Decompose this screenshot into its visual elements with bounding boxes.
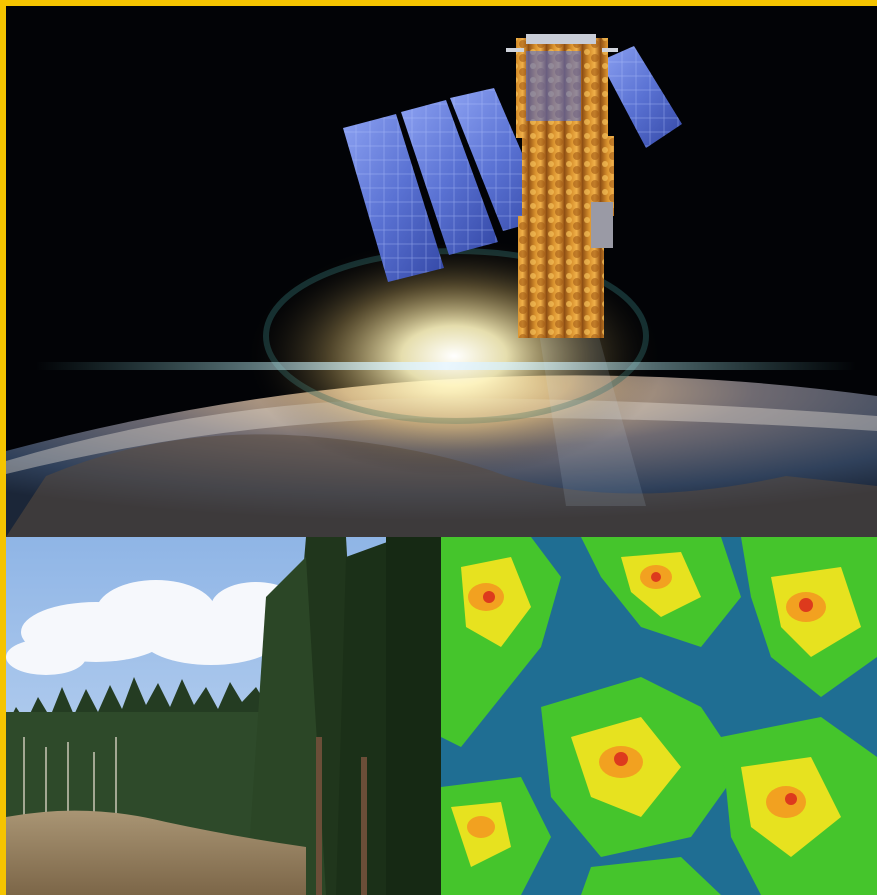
satellite-earth-panel bbox=[6, 6, 877, 537]
horizon-flare bbox=[36, 362, 856, 370]
map-red-spots bbox=[483, 572, 813, 805]
solar-array-right bbox=[600, 46, 682, 148]
ground bbox=[6, 810, 306, 895]
solar-array-left bbox=[343, 88, 550, 282]
earth-landmass bbox=[6, 434, 877, 537]
satellite-body bbox=[506, 34, 618, 338]
forest-photo-panel bbox=[6, 537, 441, 895]
earth-clouds bbox=[6, 398, 877, 474]
vegetation-index-map bbox=[441, 537, 877, 895]
tall-pines bbox=[246, 537, 441, 895]
sensor-beam bbox=[538, 326, 646, 506]
forest-photo bbox=[6, 537, 441, 895]
satellite-earth-illustration bbox=[6, 6, 877, 537]
clouds bbox=[6, 580, 301, 675]
vegetation-map-panel bbox=[441, 537, 877, 895]
